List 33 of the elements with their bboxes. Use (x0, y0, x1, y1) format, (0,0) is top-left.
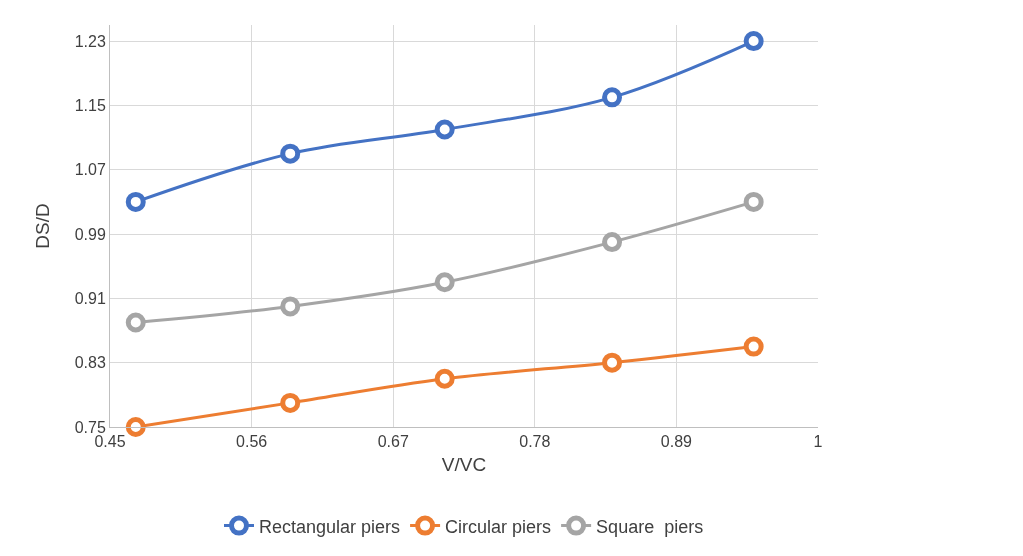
point (280, 392, 301, 413)
point (743, 31, 764, 52)
point (602, 352, 623, 373)
y-tick-label: 1.15 (74, 97, 106, 114)
point (280, 143, 301, 164)
legend-label: Square piers (596, 516, 704, 537)
point (434, 368, 455, 389)
legend-label: Circular piers (445, 516, 552, 537)
point (602, 232, 623, 253)
x-tick-label: 0.78 (519, 433, 551, 451)
point (125, 417, 146, 437)
point (434, 272, 455, 293)
x-axis-title: V/VC (441, 454, 487, 475)
y-tick-label: 1.07 (74, 161, 106, 179)
point (743, 191, 764, 212)
x-tick-label: 0.67 (377, 433, 409, 451)
y-tick-label: 0.75 (74, 418, 106, 436)
point (434, 119, 455, 140)
x-tick-label: 0.45 (94, 433, 126, 451)
y-axis-title: DS/D (31, 203, 53, 249)
legend-label: Rectangular piers (259, 516, 401, 537)
point (743, 336, 764, 357)
y-tick-label: 1.23 (74, 32, 106, 50)
point (125, 191, 146, 212)
y-tick-label: 0.99 (74, 225, 106, 243)
point (280, 296, 301, 317)
point (125, 312, 146, 333)
y-tick-label: 0.91 (74, 289, 106, 307)
x-tick-label: 0.56 (236, 433, 268, 451)
x-tick-label: 0.89 (660, 433, 693, 451)
y-tick-label: 0.83 (74, 354, 106, 372)
point (602, 87, 623, 108)
x-tick-label: 1 (813, 433, 823, 451)
